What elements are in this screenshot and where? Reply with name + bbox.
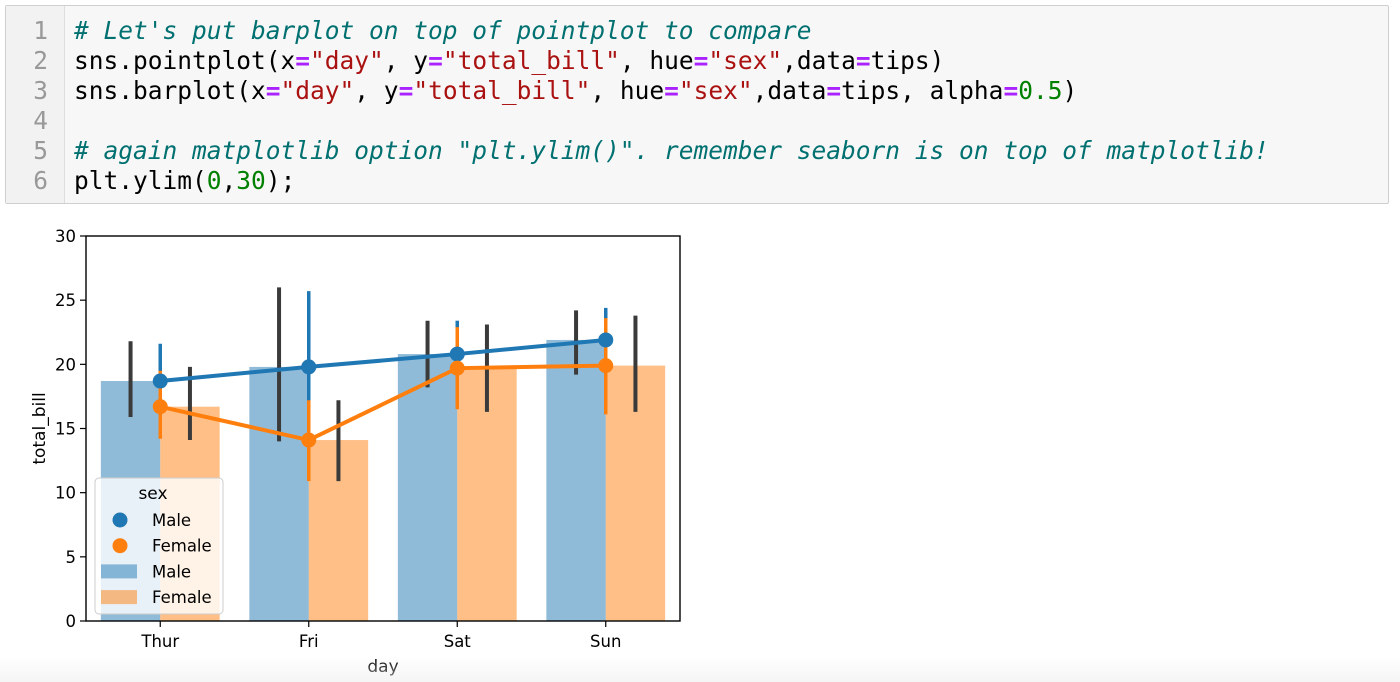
bar-male-sun [546, 339, 606, 621]
legend-entries: Male Female Male Female [101, 511, 212, 607]
y-axis-label: total_bill [30, 392, 50, 464]
code-text: # again matplotlib option "plt.ylim()". … [74, 136, 1269, 165]
line-number: 1 [33, 16, 48, 45]
x-tick-label: Fri [299, 632, 319, 651]
legend-title: sex [138, 484, 167, 504]
x-tick-label: Thur [140, 632, 179, 651]
y-tick-label: 10 [55, 484, 76, 503]
legend-marker-point [112, 512, 128, 528]
point-male-sat [449, 346, 465, 362]
bottom-shade [0, 656, 1400, 682]
x-axis: Thur Fri Sat Sun [140, 621, 621, 651]
line-number: 5 [33, 136, 48, 165]
legend-marker-point [112, 538, 128, 554]
point-male-fri [301, 359, 317, 375]
point-female-thur [152, 399, 168, 415]
line-number: 2 [33, 46, 48, 75]
line-number: 4 [33, 106, 48, 135]
y-tick-label: 30 [55, 227, 76, 246]
legend-label: Male [152, 562, 191, 581]
line-number: 3 [33, 76, 48, 105]
code-text: sns.pointplot(x="day", y="total_bill", h… [74, 46, 945, 75]
line-number-gutter [6, 6, 65, 203]
y-tick-label: 0 [66, 612, 77, 631]
legend-box [94, 477, 224, 615]
point-errorbars-layer [158, 291, 608, 482]
code-text: plt.ylim(0,30); [74, 166, 296, 195]
code-line: 1 # Let's put barplot on top of pointplot… [6, 16, 811, 46]
code-text: # Let's put barplot on top of pointplot … [74, 16, 812, 45]
code-line: 5 # again matplotlib option "plt.ylim()".… [6, 136, 1269, 166]
code-line: 4 [6, 106, 54, 136]
code-line: 6 plt.ylim(0,30); [6, 166, 295, 196]
y-axis: 0 5 10 15 20 25 30 [55, 227, 86, 631]
point-line-male [160, 337, 606, 384]
legend-label: Male [152, 511, 191, 530]
bar-male-sat [397, 354, 458, 621]
legend-label: Female [152, 537, 212, 556]
point-male-sun [598, 332, 614, 348]
legend-marker-bar [101, 590, 137, 605]
y-tick-label: 20 [55, 355, 76, 374]
code-cell[interactable]: 1 # Let's put barplot on top of pointplot… [5, 5, 1389, 204]
y-tick-label: 25 [55, 291, 76, 310]
code-text: sns.barplot(x="day", y="total_bill", hue… [74, 76, 1078, 105]
legend: sex Male Female Male Female [94, 477, 224, 615]
point-male-thur [152, 373, 168, 389]
x-tick-label: Sun [590, 632, 621, 651]
x-tick-label: Sat [444, 632, 472, 651]
point-female-sat [449, 360, 465, 376]
point-female-sun [598, 358, 614, 374]
legend-marker-bar [101, 564, 137, 579]
y-tick-label: 5 [66, 548, 77, 567]
point-female-fri [301, 432, 317, 448]
legend-label: Female [152, 588, 212, 607]
points-layer [152, 332, 614, 448]
code-line: 3 sns.barplot(x="day", y="total_bill", hu… [6, 76, 1077, 106]
line-number: 6 [33, 166, 48, 195]
y-tick-label: 15 [55, 420, 76, 439]
point-lines-layer [159, 337, 606, 443]
point-line-female [159, 363, 606, 443]
code-line: 2 sns.pointplot(x="day", y="total_bill", … [6, 46, 944, 76]
